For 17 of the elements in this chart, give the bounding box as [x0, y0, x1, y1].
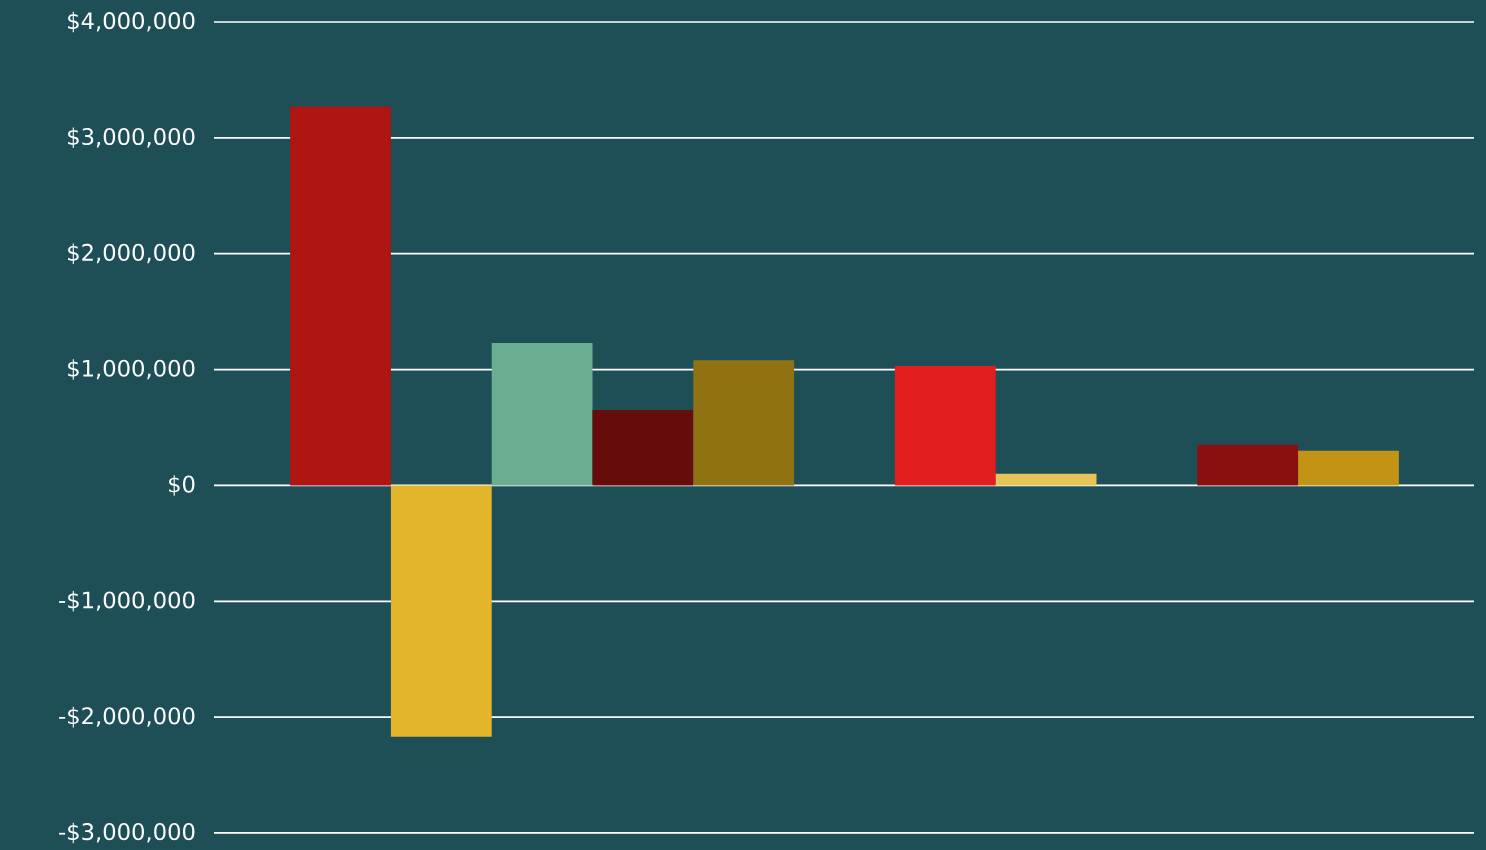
bar — [1298, 450, 1399, 486]
bar — [894, 366, 996, 486]
y-tick-label: $0 — [169, 475, 195, 496]
bar — [290, 106, 391, 486]
y-tick-label: $4,000,000 — [68, 11, 195, 33]
y-tick-label: -$1,000,000 — [59, 590, 195, 612]
y-tick-label: $3,000,000 — [68, 127, 195, 149]
bar — [592, 410, 694, 486]
y-tick-label: -$2,000,000 — [59, 706, 195, 728]
y-tick-label: $2,000,000 — [68, 243, 195, 264]
bar — [995, 473, 1097, 486]
bar — [491, 342, 593, 486]
bar — [1197, 444, 1299, 486]
bar — [693, 360, 795, 486]
y-tick-label: -$3,000,000 — [59, 822, 195, 844]
y-tick-label: $1,000,000 — [68, 359, 195, 380]
bar — [390, 485, 492, 737]
